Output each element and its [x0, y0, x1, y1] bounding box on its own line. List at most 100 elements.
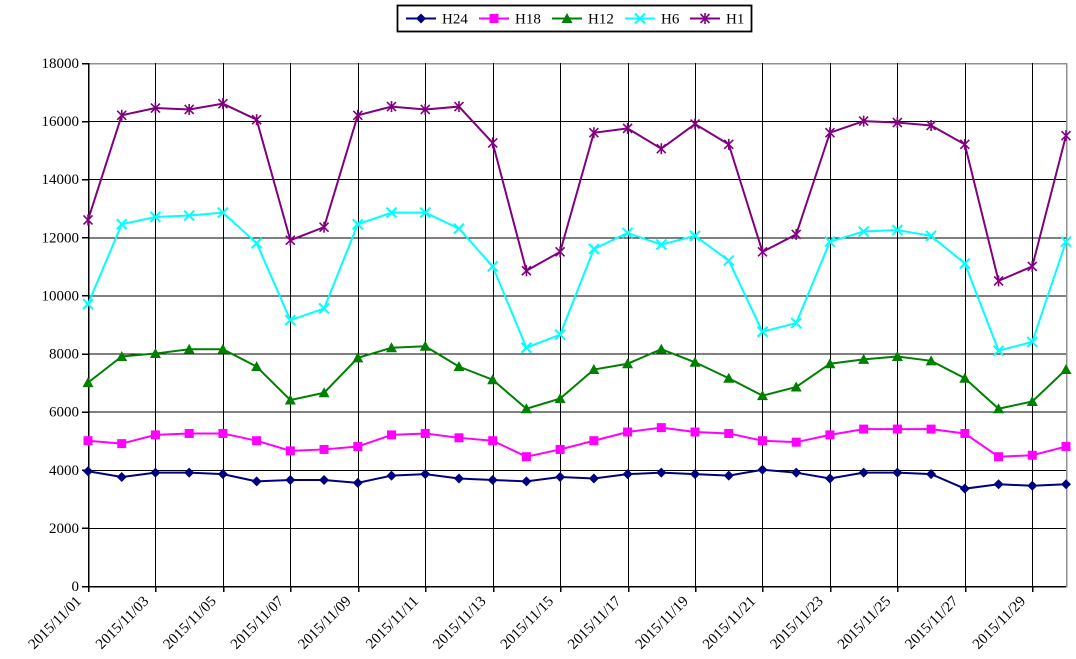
data-point [555, 444, 565, 454]
data-point [183, 209, 195, 222]
data-point [521, 265, 532, 277]
data-point [420, 428, 430, 438]
data-point [284, 394, 296, 405]
data-point [656, 143, 667, 155]
data-point [1026, 336, 1038, 348]
data-point [825, 430, 835, 440]
data-point [521, 476, 532, 487]
data-point [622, 358, 634, 369]
data-point [487, 474, 498, 485]
series-line-H18 [87, 426, 1067, 458]
data-point [149, 211, 162, 223]
data-point [588, 364, 600, 375]
gridlines [88, 63, 1066, 586]
data-point [217, 469, 228, 480]
y-axis-label: 18000 [42, 56, 80, 72]
data-point [589, 436, 599, 446]
data-point [699, 13, 711, 24]
data-point [554, 328, 566, 341]
data-point [858, 467, 869, 478]
y-axis-label: 2000 [49, 521, 79, 537]
data-point [251, 361, 263, 372]
data-point [959, 138, 970, 150]
data-point [150, 467, 161, 478]
data-point [656, 423, 666, 433]
data-point [318, 302, 330, 315]
data-point [1060, 130, 1072, 142]
data-point [757, 436, 767, 446]
data-point [1061, 442, 1071, 452]
y-axis-label: 0 [72, 579, 80, 595]
data-point [184, 428, 194, 438]
data-point [621, 227, 634, 239]
data-point [824, 473, 835, 484]
series-H1 [82, 98, 1072, 287]
data-point [352, 109, 363, 121]
legend-item-H1: H1 [690, 12, 744, 28]
data-point [791, 467, 802, 478]
data-point [561, 13, 573, 23]
data-point [82, 298, 94, 310]
data-point [959, 372, 971, 383]
data-point [993, 403, 1005, 414]
data-point [723, 138, 734, 150]
series-line-H12 [87, 345, 1067, 410]
data-point [353, 442, 363, 452]
data-point [419, 206, 431, 219]
data-point [489, 14, 499, 23]
data-point [892, 424, 902, 434]
y-axis-label: 4000 [49, 463, 79, 479]
data-point [622, 122, 633, 134]
series-line-H24 [87, 468, 1067, 490]
legend-item-H18: H18 [479, 12, 541, 28]
data-point [994, 452, 1004, 462]
data-point [689, 356, 701, 367]
series-H24 [83, 464, 1071, 494]
data-point [790, 381, 802, 392]
data-point [454, 433, 464, 443]
y-axis-labels: 0 2000 4000 6000 8000 10000 12000 14000 16000 180… [42, 56, 80, 595]
data-point [891, 350, 903, 361]
data-point [487, 374, 499, 385]
data-point [655, 343, 667, 354]
series-H18 [83, 423, 1071, 462]
series-markers-H18 [83, 423, 1071, 462]
data-point [453, 473, 464, 484]
data-point [184, 103, 195, 115]
data-point [656, 467, 667, 478]
data-point [588, 127, 599, 139]
data-point [251, 114, 262, 126]
data-point [756, 390, 768, 401]
data-point [925, 355, 937, 366]
data-point [757, 246, 768, 258]
data-point [1026, 395, 1038, 406]
data-point [183, 343, 195, 354]
data-point [891, 224, 904, 236]
data-point [790, 317, 802, 329]
data-point [352, 352, 364, 363]
series-line-H6 [87, 211, 1067, 352]
data-point [285, 234, 296, 246]
data-point [857, 225, 870, 238]
data-point [588, 243, 600, 255]
y-axis-label: 8000 [49, 347, 79, 363]
data-point [420, 469, 431, 480]
y-axis-label: 6000 [49, 405, 79, 421]
data-point [757, 464, 768, 475]
legend-item-H6: H6 [625, 12, 680, 28]
data-point [791, 437, 801, 447]
data-point [858, 115, 869, 127]
legend-label-H12: H12 [588, 12, 614, 28]
data-point [250, 237, 263, 249]
data-point [218, 428, 228, 438]
y-axis-label: 14000 [42, 172, 80, 188]
data-point [588, 473, 599, 484]
data-point [723, 254, 735, 267]
data-point [386, 470, 397, 481]
data-point [993, 275, 1004, 287]
y-axis-label: 12000 [42, 230, 80, 246]
data-point [117, 439, 127, 449]
data-point [318, 387, 330, 398]
data-point [960, 428, 970, 438]
